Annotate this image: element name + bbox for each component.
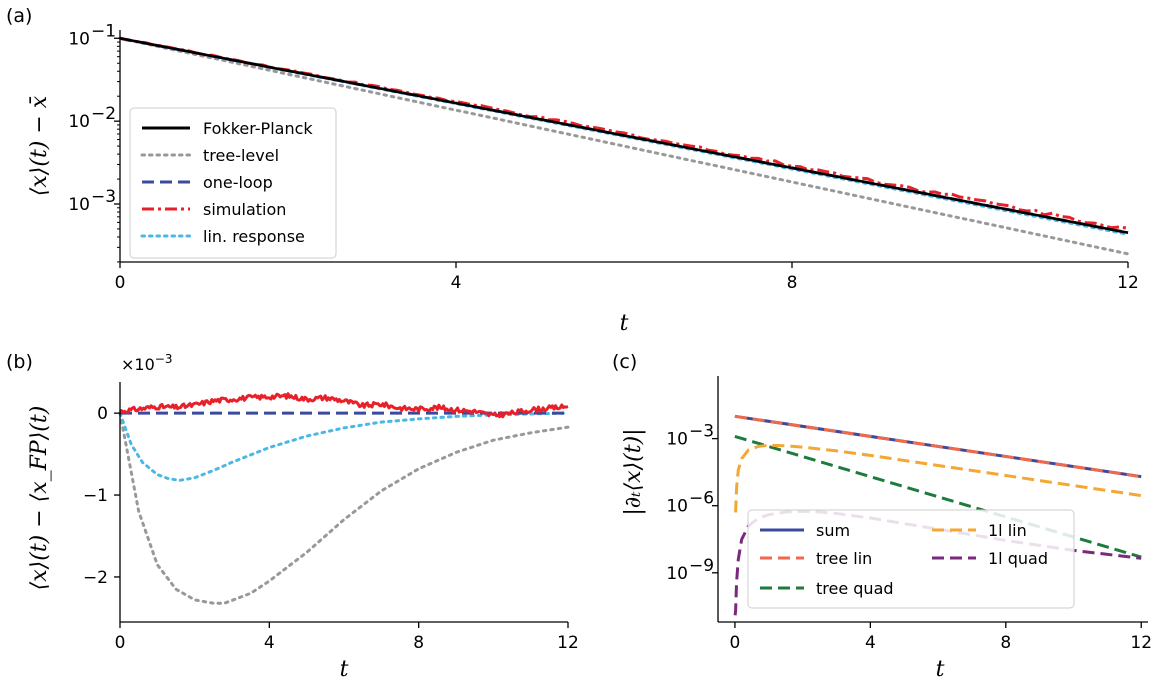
panel-c-y-tick-label: 10 <box>666 564 688 584</box>
panel-c-legend-frame <box>747 509 1075 609</box>
panel-a-x-tick-label: 8 <box>787 273 798 293</box>
panel-a-line-fokker-planck <box>119 37 1129 234</box>
panel-c-x-tick-label: 0 <box>730 633 741 653</box>
panel-c-y-tick-label: 10 <box>666 497 688 517</box>
panel-c-legend-label-1l-lin: 1l lin <box>988 521 1027 540</box>
panel-a-legend-label-tree-level: tree-level <box>203 146 279 165</box>
panel-c-x-tick-label: 12 <box>1130 633 1152 653</box>
panel-b-line-tree-level <box>118 411 570 605</box>
panel-b-x-tick-label: 8 <box>413 633 424 653</box>
panel-b-y-tick-label: −2 <box>83 568 108 588</box>
panel-b-offset-base: ×10 <box>121 355 155 374</box>
panel-c-y-ticks: 10−310−610−9 <box>666 422 718 584</box>
panel-c-line-1l-lin <box>734 443 1142 513</box>
panel-b-line-simulation <box>119 392 569 419</box>
panel-b-y-tick-label: −1 <box>83 486 108 506</box>
panel-b-x-tick-label: 0 <box>115 633 126 653</box>
panel-b-y-tick-label: 0 <box>97 404 108 424</box>
panel-c: (c) 0 4 8 12 10−310−610−9 t |∂ₜ⟨x⟩(t)| sumt… <box>612 351 1152 682</box>
panel-b: (b) ×10−3 0 4 8 12 0 −1 −2 t ⟨x⟩(t) − ⟨x_FP⟩(… <box>6 351 579 682</box>
panel-b-x-ticks: 0 4 8 12 <box>115 622 579 653</box>
panel-a-x-tick-label: 0 <box>115 273 126 293</box>
panel-c-x-ticks: 0 4 8 12 <box>730 622 1152 653</box>
panel-a-y-tick-exponent: −3 <box>91 187 116 207</box>
panel-c-legend-label-sum: sum <box>816 521 850 540</box>
panel-b-offset-exponent: −3 <box>155 352 173 366</box>
panel-c-label: (c) <box>612 351 637 373</box>
panel-a-x-ticks: 0 4 8 12 <box>115 262 1139 293</box>
panel-a-label: (a) <box>6 5 32 27</box>
panel-a-legend-label-fokker-planck: Fokker-Planck <box>203 119 313 138</box>
panel-b-y-label: ⟨x⟩(t) − ⟨x_FP⟩(t) <box>27 406 52 591</box>
panel-c-legend: sum tree lin tree quad 1l lin 1l quad <box>747 509 1075 609</box>
panel-a-legend: Fokker-Planck tree-level one-loop simulatio… <box>129 107 337 259</box>
panel-a-y-tick-exponent: −1 <box>91 21 116 41</box>
panel-a-legend-label-lin-response: lin. response <box>203 227 305 246</box>
panel-b-offset-text: ×10−3 <box>121 352 172 374</box>
panel-a-y-tick-label: 10 <box>68 195 90 215</box>
panel-c-y-label: |∂ₜ⟨x⟩(t)| <box>621 428 646 515</box>
panel-a-x-tick-label: 4 <box>451 273 462 293</box>
panel-c-y-tick-exponent: −6 <box>689 489 714 509</box>
panel-b-x-tick-label: 12 <box>557 633 579 653</box>
panel-a-series <box>118 36 1130 256</box>
panel-b-label: (b) <box>6 351 33 373</box>
panel-c-x-tick-label: 4 <box>865 633 876 653</box>
panel-c-y-tick-label: 10 <box>666 430 688 450</box>
panel-b-x-tick-label: 4 <box>264 633 275 653</box>
panel-a: (a) 0 4 8 12 10−110−210−3 t ⟨x⟩(t) − x̄ Fok… <box>6 5 1139 336</box>
panel-b-line-lin-response <box>118 411 570 482</box>
panel-a-y-tick-label: 10 <box>68 29 90 49</box>
panel-a-legend-frame <box>129 107 337 259</box>
panel-c-legend-label-1l-quad: 1l quad <box>988 549 1048 568</box>
panel-b-x-label: t <box>340 657 349 682</box>
panel-c-x-tick-label: 8 <box>1000 633 1011 653</box>
panel-c-y-tick-exponent: −3 <box>689 422 714 442</box>
panel-b-y-ticks: 0 −1 −2 <box>83 404 120 588</box>
panel-a-y-ticks: 10−110−210−3 <box>68 21 120 263</box>
panel-a-x-label: t <box>620 311 629 336</box>
panel-a-y-label: ⟨x⟩(t) − x̄ <box>27 95 52 196</box>
panel-c-legend-label-tree-lin: tree lin <box>816 549 872 568</box>
panel-a-line-tree-level <box>118 36 1130 256</box>
panel-a-legend-label-one-loop: one-loop <box>203 173 273 192</box>
panel-c-line-tree-lin <box>734 414 1142 479</box>
panel-b-series <box>118 392 570 605</box>
panel-c-y-tick-exponent: −9 <box>689 556 714 576</box>
panel-c-legend-label-tree-quad: tree quad <box>816 579 894 598</box>
panel-a-x-tick-label: 12 <box>1117 273 1139 293</box>
panel-c-x-label: t <box>936 657 945 682</box>
panel-a-y-tick-label: 10 <box>68 112 90 132</box>
panel-a-legend-label-simulation: simulation <box>203 200 286 219</box>
panel-a-y-tick-exponent: −2 <box>91 104 116 124</box>
